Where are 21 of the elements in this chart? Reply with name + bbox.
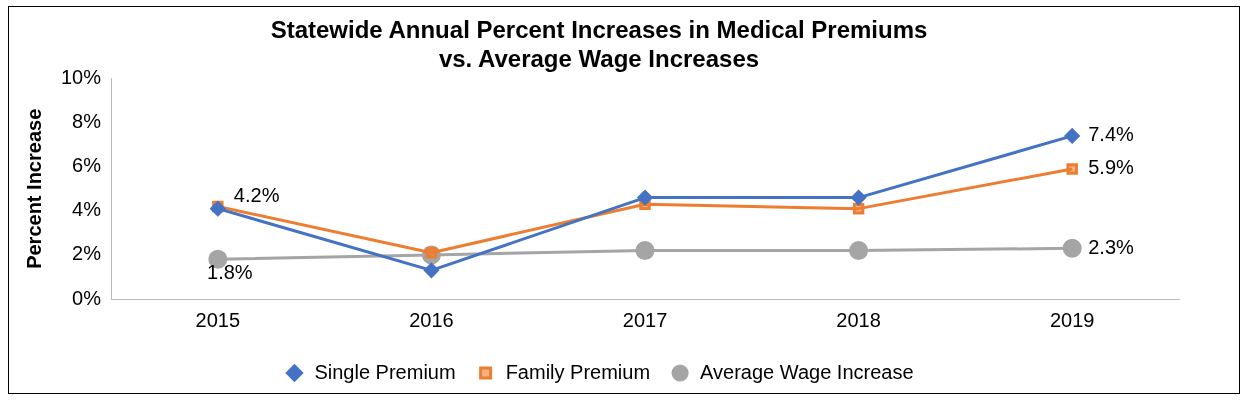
y-axis-title: Percent Increase: [22, 108, 45, 269]
y-tick-label: 10%: [61, 66, 102, 89]
data-label: 5.9%: [1088, 156, 1135, 179]
legend-label: Family Premium: [505, 360, 651, 383]
x-tick-label: 2019: [1049, 308, 1095, 331]
x-tick-label: 2015: [195, 308, 241, 331]
data-label: 1.8%: [207, 260, 253, 283]
x-tick-label: 2018: [836, 308, 881, 331]
chart-title: Statewide Annual Percent Increases in Medical Premiums vs. Average Wage Increases: [270, 16, 928, 72]
data-label: 7.4%: [1088, 123, 1135, 146]
y-tick-label: 4%: [72, 198, 102, 221]
y-tick-label: 8%: [72, 110, 102, 133]
data-label: 4.2%: [233, 183, 280, 206]
x-tick-label: 2017: [622, 308, 668, 331]
x-tick-label: 2016: [409, 308, 454, 331]
y-tick-label: 0%: [72, 286, 102, 309]
y-tick-label: 2%: [72, 242, 102, 265]
legend-label: Average Wage Increase: [700, 360, 914, 383]
data-label: 2.3%: [1088, 235, 1135, 258]
legend-label: Single Premium: [314, 360, 456, 383]
y-tick-label: 6%: [72, 154, 102, 177]
